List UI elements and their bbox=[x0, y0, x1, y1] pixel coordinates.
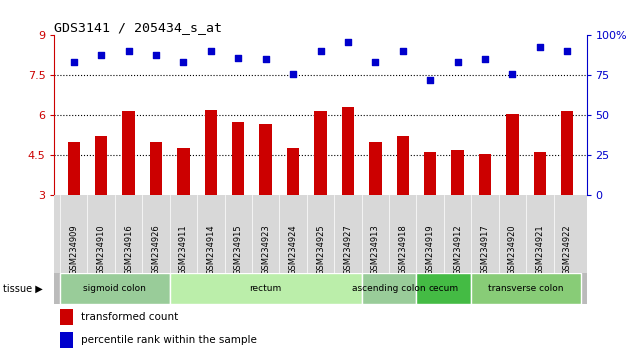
Point bbox=[178, 59, 188, 65]
Point bbox=[96, 52, 106, 57]
Bar bbox=[204, 110, 217, 195]
Bar bbox=[67, 142, 80, 195]
Point bbox=[206, 48, 216, 54]
Point bbox=[233, 55, 244, 61]
Bar bbox=[95, 136, 107, 195]
Point bbox=[480, 56, 490, 62]
Bar bbox=[260, 124, 272, 195]
Point bbox=[453, 59, 463, 65]
Bar bbox=[471, 273, 581, 304]
Bar bbox=[150, 142, 162, 195]
Point bbox=[370, 59, 381, 65]
Point bbox=[288, 71, 298, 76]
Text: GDS3141 / 205434_s_at: GDS3141 / 205434_s_at bbox=[54, 21, 222, 34]
Point bbox=[124, 48, 134, 54]
Text: cecum: cecum bbox=[429, 284, 459, 293]
Bar bbox=[479, 154, 491, 195]
Bar bbox=[506, 114, 519, 195]
Bar bbox=[287, 148, 299, 195]
Point bbox=[343, 39, 353, 45]
Bar bbox=[232, 122, 244, 195]
Point bbox=[507, 71, 517, 76]
Bar bbox=[424, 152, 437, 195]
Point bbox=[260, 56, 271, 62]
Bar bbox=[534, 152, 546, 195]
Bar bbox=[342, 107, 354, 195]
Text: sigmoid colon: sigmoid colon bbox=[83, 284, 146, 293]
Bar bbox=[60, 273, 170, 304]
Bar bbox=[177, 148, 190, 195]
Text: transverse colon: transverse colon bbox=[488, 284, 564, 293]
Point bbox=[397, 48, 408, 54]
Bar bbox=[60, 332, 73, 348]
Point bbox=[315, 48, 326, 54]
Text: rectum: rectum bbox=[249, 284, 282, 293]
Point bbox=[69, 59, 79, 65]
Text: tissue ▶: tissue ▶ bbox=[3, 284, 43, 293]
Text: ascending colon: ascending colon bbox=[353, 284, 426, 293]
Bar bbox=[417, 273, 471, 304]
Bar bbox=[561, 111, 574, 195]
Point bbox=[535, 44, 545, 49]
Bar bbox=[170, 273, 362, 304]
Text: transformed count: transformed count bbox=[81, 312, 178, 322]
Bar bbox=[122, 111, 135, 195]
Bar bbox=[397, 136, 409, 195]
Point bbox=[151, 52, 161, 57]
Bar bbox=[60, 309, 73, 325]
Bar bbox=[362, 273, 417, 304]
Bar bbox=[314, 111, 327, 195]
Bar bbox=[369, 142, 381, 195]
Bar bbox=[451, 149, 464, 195]
Point bbox=[425, 77, 435, 83]
Text: percentile rank within the sample: percentile rank within the sample bbox=[81, 335, 257, 346]
Point bbox=[562, 48, 572, 54]
